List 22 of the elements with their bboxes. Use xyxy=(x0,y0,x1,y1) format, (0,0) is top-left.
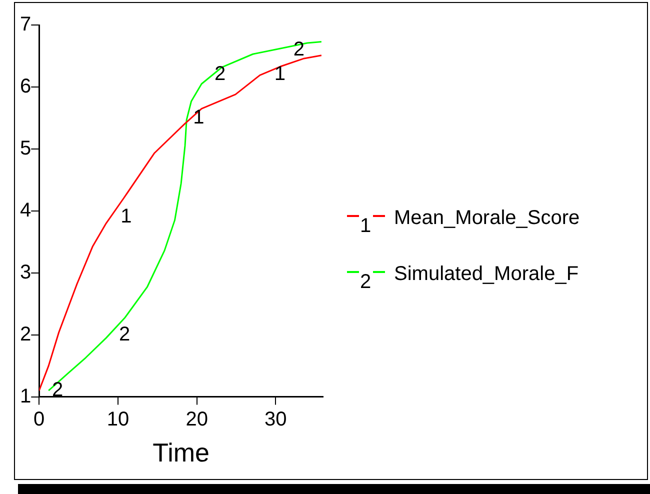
annotation: 2 xyxy=(214,63,226,86)
annotation: 2 xyxy=(52,379,64,402)
x-tick-label: 30 xyxy=(264,408,287,430)
text: 2 xyxy=(360,271,372,293)
y-tick-label: 5 xyxy=(20,137,32,160)
x-axis-title: Time xyxy=(152,438,210,468)
x-tick-label: 10 xyxy=(106,408,130,430)
legend-label: Mean_Morale_Score xyxy=(394,206,580,230)
y-tick-label: 7 xyxy=(20,14,32,36)
y-tick-label: 4 xyxy=(20,199,32,222)
x-tick-label: 20 xyxy=(186,408,208,430)
text: 1 xyxy=(360,215,372,237)
annotation: 1 xyxy=(120,206,132,228)
y-tick-label: 3 xyxy=(20,261,32,284)
y-tick-label: 2 xyxy=(20,323,32,346)
x-tick-label: 0 xyxy=(34,408,45,430)
legend-label: Simulated_Morale_F xyxy=(394,262,579,286)
annotation: 2 xyxy=(119,323,130,346)
annotation: 1 xyxy=(193,106,204,128)
annotation: 1 xyxy=(274,63,286,86)
y-tick-label: 6 xyxy=(20,75,32,98)
y-tick-label: 1 xyxy=(20,385,32,408)
